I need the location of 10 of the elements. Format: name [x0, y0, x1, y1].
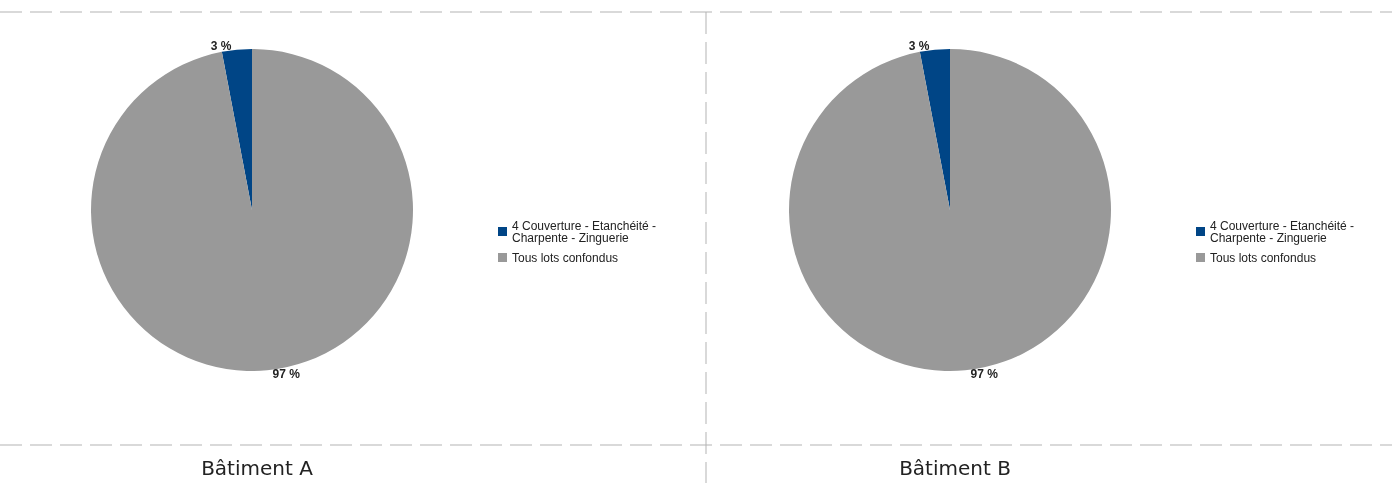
data-label: 97 %	[272, 367, 301, 382]
data-label: 97 %	[970, 367, 999, 382]
data-label: 3 %	[908, 38, 930, 53]
legend-label: 4 Couverture - Etanchéité - Charpente - Zinguerie	[512, 218, 660, 245]
legend-label: Tous lots confondus	[1210, 250, 1317, 265]
text: Bâtiment B	[899, 456, 1011, 480]
legend-label: Tous lots confondus	[512, 250, 619, 265]
text: Bâtiment A	[201, 456, 314, 480]
data-label: 3 %	[210, 38, 232, 53]
legend-label: 4 Couverture - Etanchéité - Charpente - Zinguerie	[1210, 218, 1358, 245]
